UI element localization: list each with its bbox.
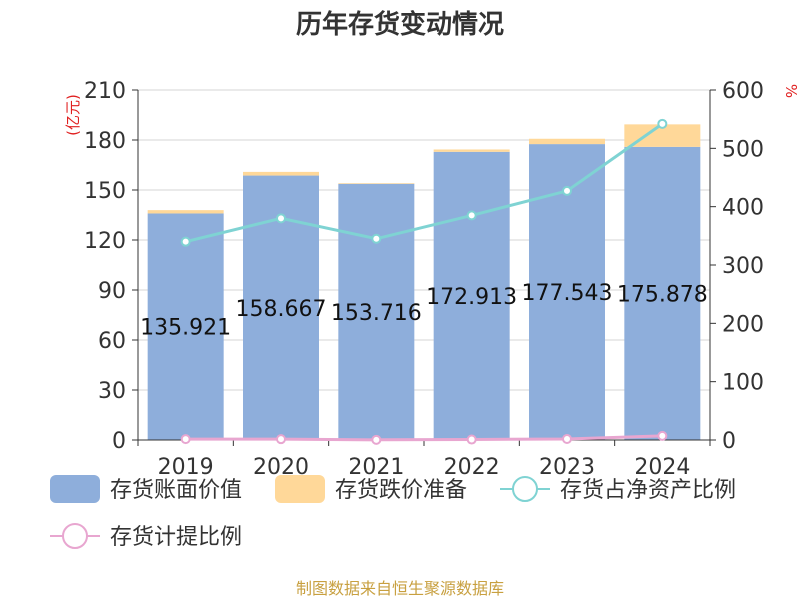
footer-source: 制图数据来自恒生聚源数据库	[296, 579, 504, 598]
bar-book-value	[624, 146, 701, 440]
legend-label: 存货占净资产比例	[560, 478, 736, 503]
legend-swatch	[275, 475, 325, 503]
point-provision-ratio	[657, 430, 668, 441]
line-provision-ratio	[185, 434, 663, 442]
point-net-asset-ratio	[657, 118, 668, 129]
line-net-asset-ratio	[185, 122, 664, 244]
bar-value-label: 158.667	[236, 297, 327, 322]
lines	[180, 118, 668, 445]
chart-title: 历年存货变动情况	[296, 9, 504, 40]
legend-label: 存货计提比例	[110, 525, 242, 550]
legend-marker	[62, 523, 88, 549]
bar-value-label: 135.921	[140, 316, 231, 341]
legend-label: 存货账面价值	[110, 478, 242, 503]
point-provision-ratio	[276, 434, 286, 445]
grid-lines	[138, 89, 710, 441]
bar-impairment-provision	[243, 171, 319, 176]
legend-label: 存货跌价准备	[335, 478, 467, 503]
bar-value-label: 177.543	[522, 281, 613, 306]
point-net-asset-ratio	[180, 236, 191, 247]
left-tick-label: 120	[84, 229, 126, 254]
axes: 0 30 60 90 120 150 180 210 0 100 200 300 400 500 600 20…	[84, 79, 764, 480]
point-net-asset-ratio	[562, 185, 572, 196]
right-tick-label: 400	[722, 196, 764, 221]
bar-book-value	[147, 213, 224, 440]
point-provision-ratio	[562, 433, 572, 444]
left-tick-label: 150	[84, 179, 126, 204]
right-tick-label: 300	[722, 254, 764, 279]
right-tick-label: 200	[722, 312, 764, 337]
bar-book-value	[338, 183, 415, 440]
bar-value-label: 172.913	[426, 285, 517, 310]
x-tick-label: 2021	[348, 455, 404, 480]
legend-marker	[512, 476, 538, 502]
left-tick-label: 90	[98, 279, 126, 304]
point-provision-ratio	[180, 434, 191, 445]
bar-impairment-provision	[624, 124, 701, 147]
bar-impairment-provision	[147, 210, 224, 214]
right-tick-label: 100	[722, 371, 764, 396]
right-axis-unit: %	[782, 84, 800, 98]
bar-impairment-provision	[433, 149, 510, 152]
x-tick-label: 2022	[444, 455, 500, 480]
left-axis-unit: (亿元)	[64, 94, 82, 136]
bar-impairment-provision	[338, 183, 415, 184]
point-net-asset-ratio	[276, 213, 286, 224]
right-tick-label: 500	[722, 137, 764, 162]
left-tick-label: 60	[98, 329, 126, 354]
right-tick-label: 600	[722, 79, 764, 104]
point-net-asset-ratio	[371, 233, 382, 244]
legend-swatch	[50, 475, 100, 503]
left-tick-label: 30	[98, 379, 126, 404]
bar-value-label: 175.878	[617, 282, 708, 307]
bar-impairment-provision	[529, 138, 605, 145]
point-net-asset-ratio	[466, 210, 477, 221]
bar-value-label: 153.716	[331, 301, 422, 326]
right-tick-label: 0	[722, 429, 736, 454]
x-tick-label: 2024	[634, 455, 690, 480]
x-tick-label: 2023	[539, 455, 595, 480]
left-tick-label: 210	[84, 79, 126, 104]
left-tick-label: 0	[112, 429, 126, 454]
point-provision-ratio	[466, 434, 477, 445]
left-tick-label: 180	[84, 129, 126, 154]
x-tick-label: 2019	[158, 455, 214, 480]
point-provision-ratio	[371, 434, 382, 445]
bar-book-value	[433, 151, 510, 441]
